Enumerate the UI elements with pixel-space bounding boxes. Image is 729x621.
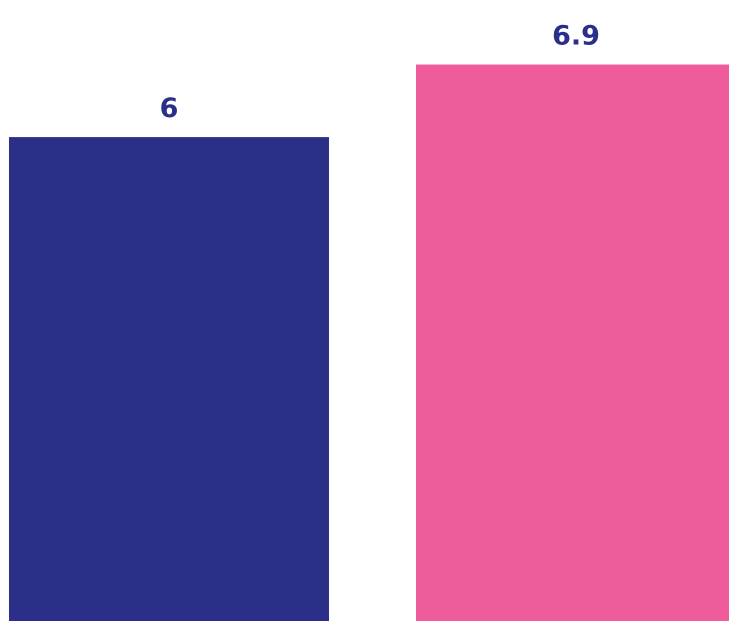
bar-1-value-label: 6 [160,93,179,124]
bar-1 [9,137,329,621]
bar-2-value-label: 6.9 [552,21,600,52]
bar-2 [416,64,729,621]
